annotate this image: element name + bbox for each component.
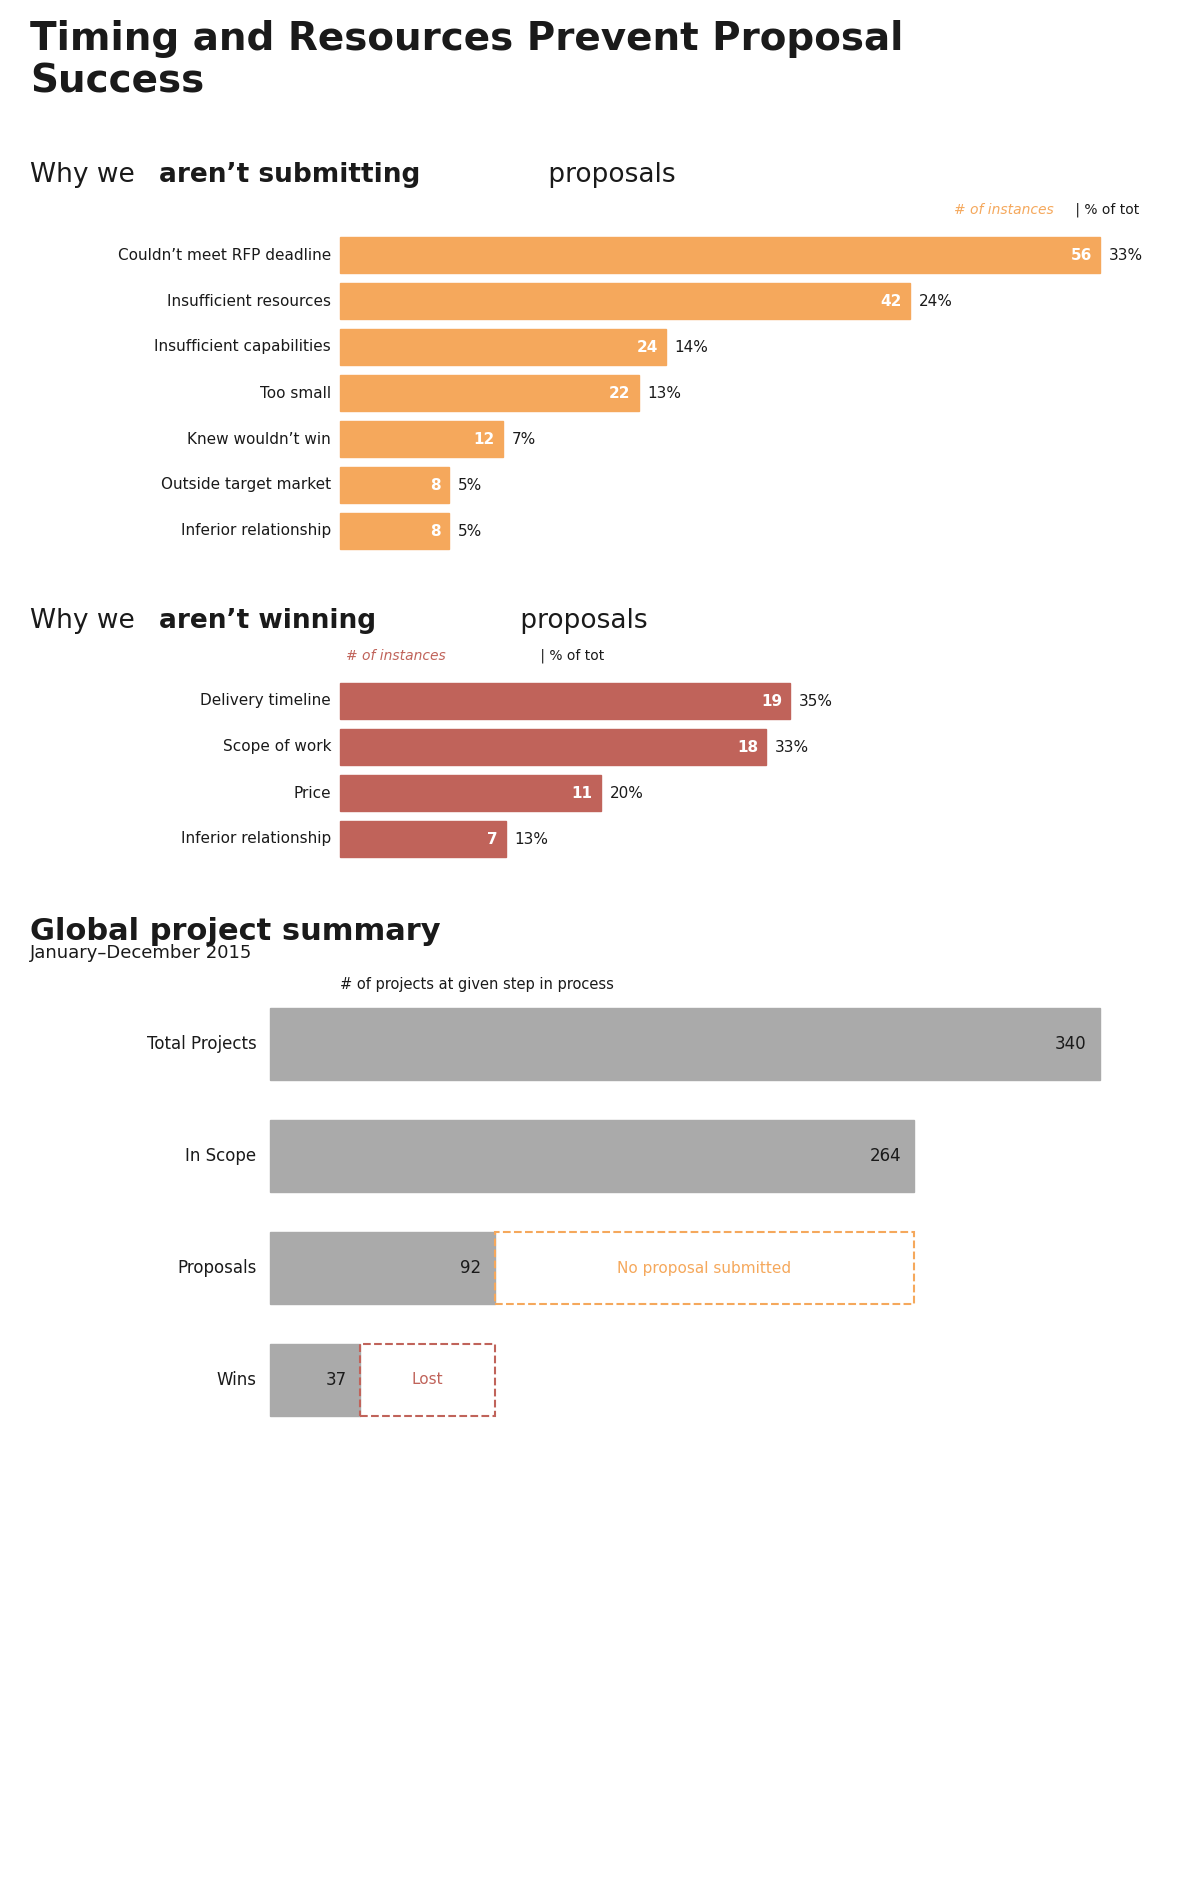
- Text: January–December 2015: January–December 2015: [30, 944, 253, 963]
- Text: Too small: Too small: [260, 386, 331, 400]
- Bar: [360, 1344, 495, 1416]
- Text: 11: 11: [572, 786, 592, 801]
- Text: Inferior relationship: Inferior relationship: [181, 523, 331, 539]
- Bar: [271, 1009, 1100, 1081]
- Text: 13%: 13%: [647, 386, 682, 400]
- Text: | % of tot: | % of tot: [536, 649, 604, 664]
- Text: proposals: proposals: [540, 162, 675, 188]
- Bar: [271, 1121, 914, 1191]
- Bar: [340, 284, 909, 320]
- Text: Timing and Resources Prevent Proposal
Success: Timing and Resources Prevent Proposal Su…: [30, 21, 904, 101]
- Bar: [340, 421, 503, 457]
- Text: 5%: 5%: [458, 478, 482, 493]
- Bar: [340, 514, 448, 548]
- Text: # of instances: # of instances: [954, 204, 1054, 217]
- Text: 24%: 24%: [919, 293, 952, 308]
- Text: 7%: 7%: [511, 432, 536, 447]
- Bar: [340, 775, 601, 811]
- Bar: [340, 375, 639, 411]
- Text: # of instances: # of instances: [346, 649, 446, 662]
- Text: Global project summary: Global project summary: [30, 917, 441, 946]
- Text: Price: Price: [293, 786, 331, 801]
- Text: proposals: proposals: [511, 607, 647, 634]
- Text: Inferior relationship: Inferior relationship: [181, 832, 331, 847]
- Text: aren’t winning: aren’t winning: [159, 607, 375, 634]
- Text: No proposal submitted: No proposal submitted: [617, 1260, 791, 1275]
- Text: 19: 19: [760, 693, 782, 708]
- Text: 37: 37: [325, 1370, 347, 1389]
- Bar: [340, 683, 790, 719]
- Text: Couldn’t meet RFP deadline: Couldn’t meet RFP deadline: [118, 247, 331, 263]
- Text: 22: 22: [609, 386, 631, 400]
- Text: Why we: Why we: [30, 162, 143, 188]
- Text: 13%: 13%: [515, 832, 548, 847]
- Text: 12: 12: [473, 432, 495, 447]
- Text: Scope of work: Scope of work: [223, 740, 331, 754]
- Text: Proposals: Proposals: [178, 1260, 256, 1277]
- Bar: [271, 1344, 360, 1416]
- Text: 56: 56: [1070, 247, 1092, 263]
- Text: Insufficient resources: Insufficient resources: [167, 293, 331, 308]
- Text: 18: 18: [738, 740, 758, 754]
- Bar: [340, 820, 505, 856]
- Text: 35%: 35%: [799, 693, 833, 708]
- Text: 24: 24: [637, 339, 658, 354]
- Text: # of projects at given step in process: # of projects at given step in process: [340, 978, 614, 993]
- Text: 33%: 33%: [775, 740, 809, 754]
- Text: 33%: 33%: [1109, 247, 1143, 263]
- Text: Lost: Lost: [411, 1372, 443, 1387]
- Text: Outside target market: Outside target market: [161, 478, 331, 493]
- Text: 264: 264: [869, 1148, 901, 1165]
- Text: 7: 7: [488, 832, 498, 847]
- Text: 14%: 14%: [675, 339, 708, 354]
- Text: 5%: 5%: [458, 523, 482, 539]
- Text: 8: 8: [430, 523, 441, 539]
- Text: Delivery timeline: Delivery timeline: [200, 693, 331, 708]
- Text: 42: 42: [881, 293, 902, 308]
- Text: Insufficient capabilities: Insufficient capabilities: [154, 339, 331, 354]
- Text: 20%: 20%: [609, 786, 644, 801]
- Bar: [495, 1231, 914, 1304]
- Text: Why we: Why we: [30, 607, 143, 634]
- Text: aren’t submitting: aren’t submitting: [159, 162, 420, 188]
- Text: Wins: Wins: [217, 1370, 256, 1389]
- Bar: [340, 238, 1100, 272]
- Text: | % of tot: | % of tot: [1070, 204, 1138, 217]
- Bar: [340, 466, 448, 502]
- Bar: [340, 329, 665, 365]
- Text: 8: 8: [430, 478, 441, 493]
- Bar: [340, 729, 766, 765]
- Text: In Scope: In Scope: [186, 1148, 256, 1165]
- Text: 92: 92: [460, 1260, 482, 1277]
- Text: Total Projects: Total Projects: [147, 1035, 256, 1052]
- Text: 340: 340: [1055, 1035, 1087, 1052]
- Bar: [271, 1231, 495, 1304]
- Text: Knew wouldn’t win: Knew wouldn’t win: [187, 432, 331, 447]
